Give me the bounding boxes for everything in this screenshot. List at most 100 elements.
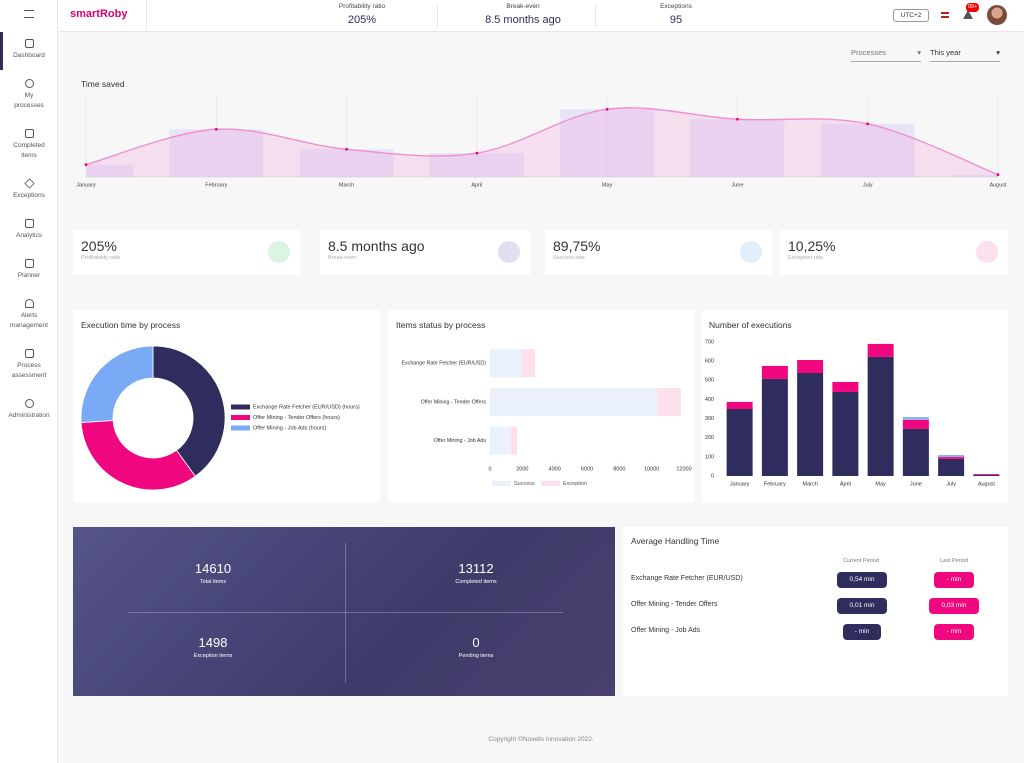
- kpi-card: 10,25% Exception rate: [780, 230, 1008, 275]
- kpi-card: 89,75% Success rate: [545, 230, 772, 275]
- total: 13112 Completed items: [396, 561, 556, 585]
- handling-card: Average Handling Time Current Period Las…: [623, 527, 1008, 696]
- total: 1498 Exception items: [133, 635, 293, 659]
- nav-item[interactable]: My processes: [0, 79, 58, 111]
- nav-label: Dashboard: [13, 52, 45, 59]
- footer: Copyright ©Novells innovation 2022.: [488, 736, 594, 743]
- nav-item[interactable]: Dashboard: [0, 39, 58, 61]
- nav-item[interactable]: Planner: [0, 259, 58, 281]
- divider: [345, 543, 346, 683]
- header-stat: Break-even 8.5 months ago: [448, 3, 598, 26]
- x-tick-label: February: [205, 182, 227, 188]
- bar: [429, 153, 524, 177]
- x-tick-label: March: [339, 182, 354, 188]
- x-tick-label: August: [989, 182, 1007, 188]
- nav-label: Analytics: [15, 232, 42, 239]
- stat-label: Exceptions: [660, 3, 692, 10]
- nav-label: My processes: [14, 92, 44, 109]
- nav-item[interactable]: Completed items: [0, 129, 58, 161]
- filter-label: This year: [930, 48, 961, 57]
- period-filter[interactable]: This year ▾: [930, 48, 1000, 62]
- kpi-card: 205% Profitability ratio: [73, 230, 300, 275]
- kpi-label: Break-even: [328, 255, 357, 261]
- row-name: Offer Mining - Job Ads: [631, 627, 701, 634]
- chart-title: Time saved: [81, 79, 125, 89]
- bar: [690, 119, 785, 177]
- total-label: Pending items: [458, 653, 494, 659]
- stat-label: Profitability ratio: [338, 3, 386, 10]
- badge: 99+: [966, 3, 980, 12]
- bar: [951, 174, 998, 177]
- line: [85, 107, 999, 176]
- kpi-icon: [498, 241, 520, 263]
- kpi-icon: [976, 241, 998, 263]
- last-pill: - min: [934, 624, 974, 640]
- card-title: Average Handling Time: [631, 536, 720, 546]
- divider: [146, 0, 147, 32]
- point: [214, 127, 218, 131]
- divider: [595, 5, 596, 27]
- last-pill: - min: [934, 572, 974, 588]
- chart-card: Number of executions: [702, 310, 1008, 502]
- nav-label: Alerts management: [10, 312, 48, 329]
- chart-title: Items status by process: [396, 320, 486, 330]
- column-header: Last Period: [940, 558, 968, 564]
- bar: [820, 123, 915, 177]
- nav-label: Completed items: [13, 142, 45, 159]
- nav-item[interactable]: Administration: [0, 399, 58, 421]
- logo[interactable]: smartRoby: [70, 8, 128, 20]
- flag[interactable]: [941, 12, 949, 18]
- menu-icon[interactable]: [24, 10, 34, 18]
- kpi-value: 89,75%: [553, 238, 601, 254]
- point: [605, 107, 609, 111]
- stat-value: 205%: [347, 14, 377, 26]
- area: [86, 107, 998, 177]
- nav-item[interactable]: Alerts management: [0, 299, 58, 331]
- filter-label: Processes: [851, 48, 887, 57]
- timezone[interactable]: UTC+2: [893, 9, 929, 22]
- header-stat: Profitability ratio 205%: [287, 3, 437, 26]
- total-value: 13112: [458, 561, 494, 576]
- nav-item[interactable]: Process assessment: [0, 349, 58, 381]
- point: [866, 122, 870, 126]
- current-pill: 0,01 min: [837, 598, 887, 614]
- nav-item[interactable]: Exceptions: [0, 178, 58, 201]
- total-label: Exception items: [193, 653, 233, 659]
- process-filter[interactable]: Processes ▾: [851, 48, 921, 62]
- nav-label: Process assessment: [11, 362, 47, 379]
- total-value: 1498: [198, 635, 228, 650]
- point: [475, 151, 479, 155]
- total: 14610 Total items: [133, 561, 293, 585]
- kpi-icon: [740, 241, 762, 263]
- total: 0 Pending items: [396, 635, 556, 659]
- avatar[interactable]: [987, 5, 1007, 25]
- stat-label: Break-even: [506, 3, 540, 10]
- kpi-label: Profitability ratio: [81, 255, 121, 261]
- row-name: Offer Mining - Tender Offers: [631, 601, 718, 608]
- kpi-icon: [268, 241, 290, 263]
- current-pill: 0,54 min: [837, 572, 887, 588]
- total-value: 0: [472, 635, 480, 650]
- point: [996, 173, 1000, 177]
- x-tick-label: July: [863, 182, 873, 188]
- kpi-value: 8.5 months ago: [328, 238, 425, 254]
- nav-label: Administration: [8, 412, 50, 419]
- chart-title: Number of executions: [709, 320, 792, 330]
- stat-value: 8.5 months ago: [485, 14, 561, 26]
- x-tick-label: June: [731, 182, 743, 188]
- nav-item[interactable]: Analytics: [0, 219, 58, 241]
- kpi-label: Exception rate: [788, 255, 824, 261]
- nav-label: Exceptions: [13, 192, 45, 199]
- x-tick-label: May: [602, 182, 613, 188]
- chart-title: Execution time by process: [81, 320, 181, 330]
- header: smartRoby Profitability ratio 205% Break-…: [58, 0, 1024, 32]
- last-pill: 0,03 min: [929, 598, 979, 614]
- point: [345, 147, 348, 151]
- chart-card: Items status by process: [388, 310, 694, 502]
- header-stat: Exceptions 95: [601, 3, 751, 26]
- alert-icon[interactable]: [963, 10, 973, 19]
- totals-panel: 14610 Total items 13112 Completed items 14…: [73, 527, 615, 696]
- kpi-value: 205%: [81, 238, 117, 254]
- divider: [128, 612, 563, 613]
